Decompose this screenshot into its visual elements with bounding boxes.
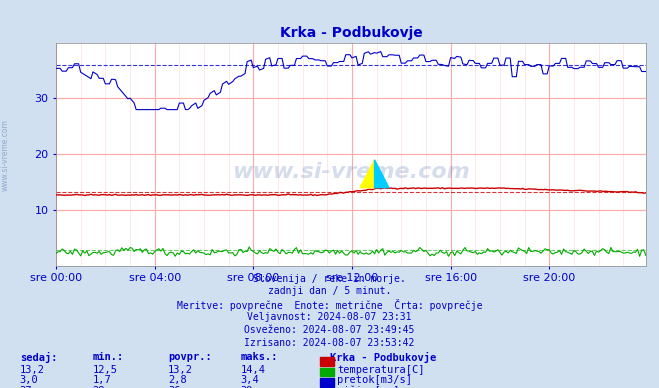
Text: 13,2: 13,2 [168, 365, 193, 375]
Text: Meritve: povprečne  Enote: metrične  Črta: povprečje: Meritve: povprečne Enote: metrične Črta:… [177, 299, 482, 311]
Text: zadnji dan / 5 minut.: zadnji dan / 5 minut. [268, 286, 391, 296]
Polygon shape [374, 160, 389, 188]
Title: Krka - Podbukovje: Krka - Podbukovje [279, 26, 422, 40]
Text: 39: 39 [241, 386, 253, 388]
Text: Izrisano: 2024-08-07 23:53:42: Izrisano: 2024-08-07 23:53:42 [244, 338, 415, 348]
Text: www.si-vreme.com: www.si-vreme.com [232, 162, 470, 182]
Text: Slovenija / reke in morje.: Slovenija / reke in morje. [253, 274, 406, 284]
Text: povpr.:: povpr.: [168, 352, 212, 362]
Text: 36: 36 [168, 386, 181, 388]
Text: pretok[m3/s]: pretok[m3/s] [337, 375, 413, 385]
Text: 3,0: 3,0 [20, 375, 38, 385]
Text: 12,5: 12,5 [92, 365, 117, 375]
Text: maks.:: maks.: [241, 352, 278, 362]
Text: Veljavnost: 2024-08-07 23:31: Veljavnost: 2024-08-07 23:31 [247, 312, 412, 322]
Text: Osveženo: 2024-08-07 23:49:45: Osveženo: 2024-08-07 23:49:45 [244, 325, 415, 335]
Text: www.si-vreme.com: www.si-vreme.com [1, 119, 10, 191]
Text: višina[cm]: višina[cm] [337, 386, 400, 388]
Text: 37: 37 [20, 386, 32, 388]
Text: sedaj:: sedaj: [20, 352, 57, 363]
Text: Krka - Podbukovje: Krka - Podbukovje [330, 352, 436, 363]
Text: 2,8: 2,8 [168, 375, 186, 385]
Polygon shape [360, 160, 374, 188]
Text: 28: 28 [92, 386, 105, 388]
Text: 13,2: 13,2 [20, 365, 45, 375]
Text: min.:: min.: [92, 352, 123, 362]
Text: 1,7: 1,7 [92, 375, 111, 385]
Text: temperatura[C]: temperatura[C] [337, 365, 425, 375]
Text: 14,4: 14,4 [241, 365, 266, 375]
Text: 3,4: 3,4 [241, 375, 259, 385]
